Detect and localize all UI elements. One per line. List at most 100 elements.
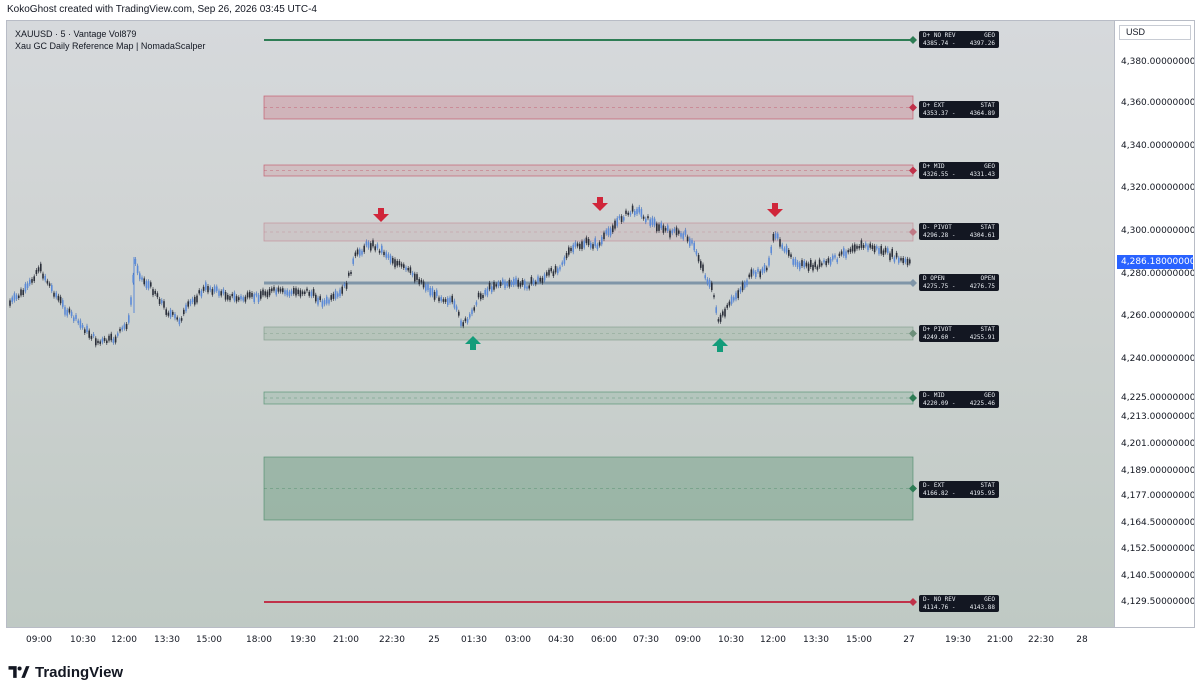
level-diamond-icon (909, 228, 917, 236)
candle-body (216, 286, 218, 291)
candle-body (35, 270, 38, 275)
level-label-box: D+ EXT STAT 4353.37 - 4364.89 (919, 101, 999, 118)
candle-body (484, 289, 486, 295)
candle-body (389, 255, 392, 263)
time-axis-label: 25 (428, 635, 440, 645)
candle-body (385, 252, 387, 258)
candle-body (339, 289, 341, 296)
level-high: 4195.95 (969, 489, 995, 497)
candle-body (508, 279, 511, 287)
candle-body (801, 260, 803, 267)
candle-body (400, 263, 403, 267)
candle-body (684, 229, 687, 235)
candle-body (464, 318, 467, 322)
candle-body (183, 309, 185, 315)
price-axis-label: 4,240.00000000 (1121, 354, 1195, 364)
price-axis-label: 4,140.50000000 (1121, 571, 1195, 581)
candle-body (649, 219, 651, 226)
time-axis[interactable]: 09:00 10:30 12:00 13:30 15:00 18:00 19:30 21:00… (6, 628, 1113, 652)
candle-body (308, 291, 310, 296)
candle-body (834, 255, 836, 258)
time-axis-label: 10:30 (70, 635, 96, 645)
candle-body (480, 293, 482, 300)
candle-body (592, 244, 594, 249)
candle-body (321, 300, 324, 307)
candle-body (167, 312, 170, 316)
level-low: 4326.55 - (923, 170, 956, 178)
candle-body (22, 290, 24, 295)
candle-body (871, 245, 874, 249)
candle-body (18, 295, 20, 299)
candle-body (323, 300, 326, 305)
candle-body (713, 295, 715, 298)
candle-body (425, 284, 427, 291)
candle-body (150, 282, 152, 287)
price-axis-label: 4,360.00000000 (1121, 98, 1195, 108)
candle-body (64, 307, 66, 315)
candle-body (438, 297, 440, 302)
level-low: 4296.28 - (923, 231, 956, 239)
level-diamond-icon (909, 103, 917, 112)
candle-body (755, 271, 757, 277)
candle-body (906, 258, 909, 266)
candle-body (823, 260, 825, 263)
level-diamond-icon (909, 598, 917, 606)
candle-body (405, 267, 407, 271)
candle-body (843, 248, 845, 256)
currency-button[interactable]: USD (1119, 25, 1191, 40)
candle-body (634, 210, 636, 216)
candle-body (662, 225, 665, 233)
chart-plot-area[interactable]: XAUUSD · 5 · Vantage Vol879 Xau GC Daily… (7, 21, 1114, 627)
candle-body (702, 264, 704, 272)
candle-body (495, 284, 497, 287)
candle-body (139, 273, 141, 280)
candle-body (598, 242, 601, 246)
candle-body (840, 251, 843, 255)
candle-body (506, 283, 508, 286)
candle-body (750, 269, 753, 277)
candle-body (68, 308, 71, 313)
candle-body (543, 274, 546, 281)
price-chart[interactable] (7, 21, 1114, 627)
indicator-line[interactable]: Xau GC Daily Reference Map | NomadaScalp… (15, 41, 206, 51)
price-axis[interactable]: USD 4,286.18000000 4,380.00000000 4,360.0… (1114, 21, 1195, 627)
candle-body (711, 282, 713, 291)
candle-body (717, 319, 720, 322)
candle-body (44, 275, 46, 281)
down-arrow-icon (373, 208, 389, 222)
candle-body (620, 216, 623, 222)
candle-body (442, 299, 445, 302)
time-axis-label: 21:00 (987, 635, 1013, 645)
candle-body (708, 279, 711, 287)
candle-body (374, 246, 376, 251)
candle-body (504, 281, 506, 288)
candle-body (9, 300, 11, 306)
candle-body (299, 290, 302, 297)
time-axis-label: 22:30 (379, 635, 405, 645)
candle-body (222, 289, 225, 294)
candle-body (213, 286, 216, 292)
time-axis-label: 15:00 (846, 635, 872, 645)
level-diamond-icon (909, 36, 917, 44)
candle-body (194, 296, 196, 305)
price-axis-label: 4,129.50000000 (1121, 597, 1195, 607)
candle-body (559, 266, 561, 270)
candle-body (761, 268, 764, 273)
candle-body (636, 208, 638, 215)
candle-body (257, 294, 260, 302)
candle-body (246, 292, 249, 298)
candle-body (24, 283, 27, 292)
level-tag: STAT (980, 102, 995, 109)
candle-body (799, 262, 801, 270)
candle-body (169, 309, 172, 318)
candle-body (103, 337, 106, 341)
candle-body (436, 290, 438, 297)
candle-body (730, 296, 733, 304)
candle-body (378, 250, 381, 253)
candle-body (224, 292, 227, 300)
candle-body (812, 264, 814, 271)
candle-body (13, 293, 16, 301)
candle-body (895, 252, 898, 258)
candle-body (66, 309, 68, 316)
candle-body (858, 245, 860, 249)
